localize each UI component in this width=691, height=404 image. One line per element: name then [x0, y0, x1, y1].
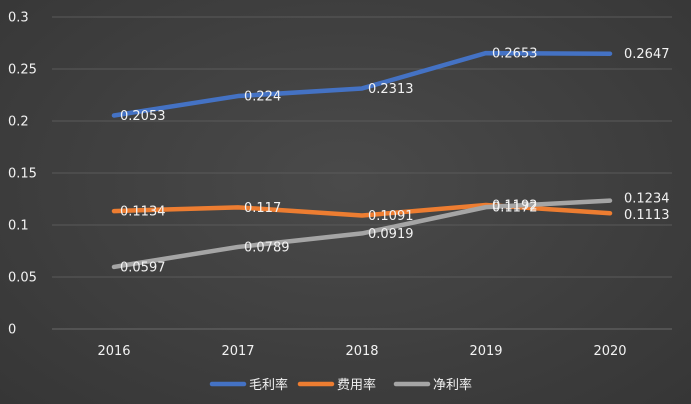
- legend: 毛利率 费用率 净利率: [209, 377, 472, 393]
- data-label: 0.0919: [368, 227, 414, 242]
- x-axis-ticks: 2016 2017 2018 2019 2020: [97, 344, 626, 359]
- y-tick-label: 0.25: [8, 63, 37, 78]
- y-tick-label: 0.3: [8, 11, 29, 26]
- data-label: 0.1172: [492, 201, 538, 216]
- x-tick-label: 2020: [593, 344, 626, 359]
- data-label: 0.1091: [368, 209, 414, 224]
- legend-item-2: 费用率: [297, 377, 376, 393]
- y-tick-label: 0.05: [8, 271, 37, 286]
- data-label: 0.2653: [492, 47, 538, 62]
- data-label: 0.2647: [624, 47, 670, 62]
- legend-label: 净利率: [433, 377, 472, 393]
- data-label: 0.224: [244, 90, 281, 105]
- data-label: 0.1234: [624, 192, 670, 207]
- data-label: 0.1192: [492, 199, 538, 214]
- x-tick-label: 2018: [345, 344, 378, 359]
- legend-item-1: 毛利率: [209, 377, 288, 393]
- data-label: 0.117: [244, 201, 281, 216]
- y-tick-label: 0.2: [8, 115, 29, 130]
- data-label: 0.2313: [368, 82, 414, 97]
- gridlines: [52, 16, 672, 330]
- x-tick-label: 2016: [97, 344, 130, 359]
- legend-label: 费用率: [337, 377, 376, 393]
- data-label: 0.0789: [244, 240, 290, 255]
- data-label: 0.0597: [120, 260, 166, 275]
- series-lines: [111, 50, 613, 270]
- legend-label: 毛利率: [249, 377, 288, 393]
- legend-item-3: 净利率: [393, 377, 472, 393]
- y-tick-label: 0.15: [8, 167, 37, 182]
- y-axis-ticks: 0 0.05 0.1 0.15 0.2 0.25 0.3: [8, 11, 37, 338]
- data-label: 0.1134: [120, 205, 166, 220]
- y-tick-label: 0.1: [8, 219, 29, 234]
- x-tick-label: 2019: [469, 344, 502, 359]
- data-label: 0.1113: [624, 208, 670, 223]
- series-line-1: [111, 50, 613, 118]
- data-labels: 0.2053 0.224 0.2313 0.2653 0.2647 0.1134 0.117…: [120, 47, 670, 276]
- x-tick-label: 2017: [221, 344, 254, 359]
- y-tick-label: 0: [8, 323, 16, 338]
- data-label: 0.2053: [120, 109, 166, 124]
